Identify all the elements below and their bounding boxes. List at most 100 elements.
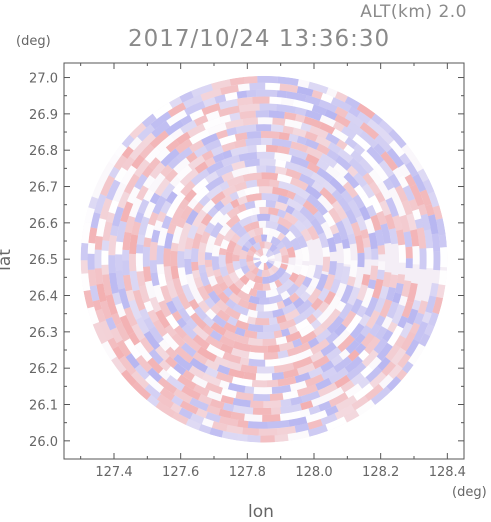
radar-cell xyxy=(309,277,320,289)
radar-cell xyxy=(105,179,121,201)
radar-cell xyxy=(134,341,153,363)
radar-cell xyxy=(234,268,245,279)
radar-cell xyxy=(136,270,146,287)
radar-cell xyxy=(204,222,216,234)
radar-cell xyxy=(105,316,117,331)
radar-cell xyxy=(228,283,242,296)
radar-cell xyxy=(391,304,406,325)
radar-cell xyxy=(108,255,116,274)
radar-cell xyxy=(123,338,142,360)
radar-cell xyxy=(138,216,150,236)
radar-cell xyxy=(326,295,342,313)
radar-cell xyxy=(265,358,281,367)
radar-cell xyxy=(389,274,399,289)
radar-cell xyxy=(302,218,313,230)
radar-cell xyxy=(288,147,308,160)
radar-cell xyxy=(288,292,300,303)
radar-cell xyxy=(255,303,264,312)
radar-cell xyxy=(269,392,284,402)
radar-cell xyxy=(197,300,211,314)
radar-cell xyxy=(322,246,331,257)
radar-cell xyxy=(202,97,217,108)
radar-cell xyxy=(165,314,180,330)
radar-cell xyxy=(324,405,339,417)
radar-cell xyxy=(268,272,280,284)
radar-cell xyxy=(358,377,371,389)
radar-cell xyxy=(134,364,150,380)
radar-cell xyxy=(304,109,323,122)
radar-cell xyxy=(268,317,278,326)
radar-cell xyxy=(243,329,258,339)
radar-cell xyxy=(159,387,175,402)
radar-cell xyxy=(428,312,439,327)
radar-cell xyxy=(302,276,313,288)
radar-cell xyxy=(201,417,214,428)
radar-cell xyxy=(274,166,288,176)
radar-cell xyxy=(311,89,324,100)
radar-cell xyxy=(368,195,383,214)
radar-cell xyxy=(279,318,297,331)
radar-cell xyxy=(319,114,336,128)
radar-cell xyxy=(102,274,113,296)
radar-cell xyxy=(129,270,140,292)
radar-cell xyxy=(361,287,375,309)
radar-cell xyxy=(274,201,289,212)
radar-cell xyxy=(311,393,333,407)
radar-cell xyxy=(101,264,109,275)
radar-cell xyxy=(245,279,256,289)
radar-cell xyxy=(246,131,262,140)
radar-cell xyxy=(112,345,125,360)
radar-cell xyxy=(432,296,444,315)
radar-cell xyxy=(166,109,188,127)
radar-cell xyxy=(295,113,306,123)
radar-cell xyxy=(129,122,147,140)
radar-cell xyxy=(135,354,153,373)
radar-cell xyxy=(328,177,347,195)
radar-cell xyxy=(305,285,316,296)
radar-cell xyxy=(317,194,334,212)
radar-cell xyxy=(277,194,289,205)
radar-cell xyxy=(237,203,247,213)
radar-cell xyxy=(210,191,226,205)
radar-cell xyxy=(248,358,266,367)
radar-cell xyxy=(263,262,269,271)
radar-cell xyxy=(271,384,292,394)
radar-cell xyxy=(288,133,299,143)
radar-cell xyxy=(185,151,198,164)
radar-cell xyxy=(236,334,250,345)
radar-cell xyxy=(244,413,263,422)
radar-cell xyxy=(411,299,422,311)
radar-cell xyxy=(316,308,333,325)
radar-cell xyxy=(165,346,178,360)
radar-cell xyxy=(244,270,256,282)
radar-cell xyxy=(320,366,338,381)
radar-cell xyxy=(343,144,355,156)
radar-cell xyxy=(344,112,364,128)
radar-cell xyxy=(164,324,177,338)
y-tick-label: 26.7 xyxy=(29,181,58,196)
radar-cell xyxy=(215,129,229,140)
radar-cell xyxy=(315,273,329,292)
radar-cell xyxy=(369,323,381,337)
radar-cell xyxy=(401,144,417,162)
radar-cell xyxy=(328,367,349,384)
radar-cell xyxy=(286,190,297,200)
radar-cell xyxy=(301,390,321,403)
radar-cell xyxy=(386,301,399,319)
radar-cell xyxy=(182,334,202,352)
radar-cell xyxy=(414,218,424,229)
radar-cell xyxy=(377,261,386,271)
radar-cell xyxy=(180,120,198,134)
radar-cell xyxy=(198,394,213,406)
radar-cell xyxy=(237,419,249,428)
radar-cell xyxy=(396,274,406,285)
radar-cell xyxy=(279,354,299,366)
radar-cell xyxy=(201,102,221,116)
radar-cell xyxy=(152,319,168,337)
radar-cell xyxy=(292,99,314,111)
radar-cell xyxy=(333,323,347,337)
radar-cell xyxy=(207,122,227,136)
radar-cell xyxy=(238,313,249,324)
radar-cell xyxy=(88,196,99,210)
radar-cell xyxy=(180,205,194,221)
